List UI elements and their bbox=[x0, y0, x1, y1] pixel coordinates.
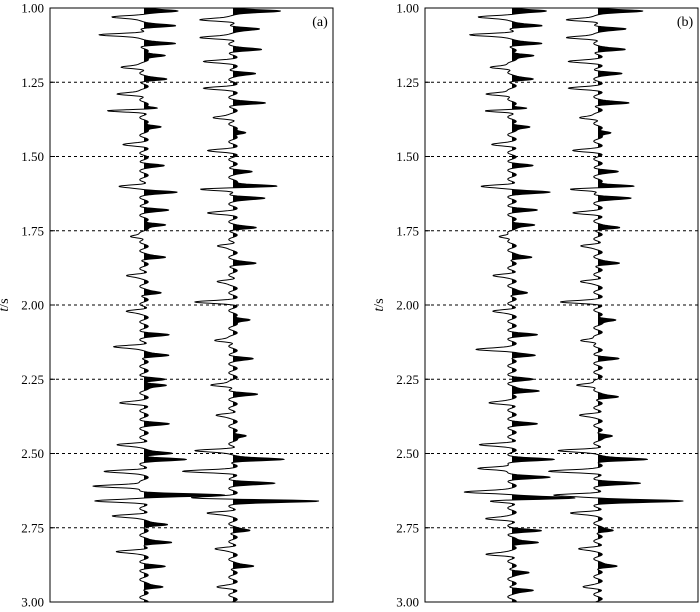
panel-b: 1.00 1.25 1.50 1.75 2.00 2.25 2.50 2.75 3.00 t/s (… bbox=[372, 1, 699, 610]
y-tick-label: 2.50 bbox=[21, 446, 44, 461]
trace-fill bbox=[233, 8, 319, 602]
y-tick-label: 1.25 bbox=[396, 75, 419, 90]
y-tick-label: 1.25 bbox=[21, 75, 44, 90]
y-tick-label: 1.50 bbox=[21, 149, 44, 164]
trace-line bbox=[182, 7, 320, 603]
y-tick-label: 2.75 bbox=[396, 520, 419, 535]
plot-frame bbox=[424, 7, 699, 603]
y-tick-label: 3.00 bbox=[21, 595, 44, 610]
y-tick-label: 1.75 bbox=[21, 223, 44, 238]
y-tick-label: 1.50 bbox=[396, 149, 419, 164]
y-tick-label: 2.25 bbox=[21, 372, 44, 387]
y-tick-label: 2.25 bbox=[396, 372, 419, 387]
trace-fill bbox=[144, 8, 225, 602]
trace-line bbox=[463, 7, 576, 603]
y-axis-label: t/s bbox=[0, 298, 12, 311]
panel-a: 1.00 1.25 1.50 1.75 2.00 2.25 2.50 2.75 3.00 t/s (… bbox=[0, 1, 334, 610]
y-tick-label: 2.00 bbox=[21, 298, 44, 313]
trace-2 bbox=[548, 7, 684, 603]
y-tick-label: 1.00 bbox=[21, 1, 44, 16]
y-axis-label: t/s bbox=[372, 298, 387, 311]
trace-2 bbox=[182, 7, 320, 603]
trace-line bbox=[92, 7, 226, 603]
y-tick-label: 2.75 bbox=[21, 520, 44, 535]
trace-1 bbox=[92, 7, 226, 603]
y-tick-label: 3.00 bbox=[396, 595, 419, 610]
trace-fill bbox=[512, 8, 575, 602]
panel-label: (a) bbox=[312, 15, 328, 30]
trace-fill bbox=[598, 8, 683, 602]
y-tick-label: 2.50 bbox=[396, 446, 419, 461]
y-tick-label: 2.00 bbox=[396, 298, 419, 313]
trace-1 bbox=[463, 7, 576, 603]
trace-line bbox=[548, 7, 684, 603]
y-tick-label: 1.00 bbox=[396, 1, 419, 16]
y-tick-label: 1.75 bbox=[396, 223, 419, 238]
panel-label: (b) bbox=[677, 15, 694, 30]
